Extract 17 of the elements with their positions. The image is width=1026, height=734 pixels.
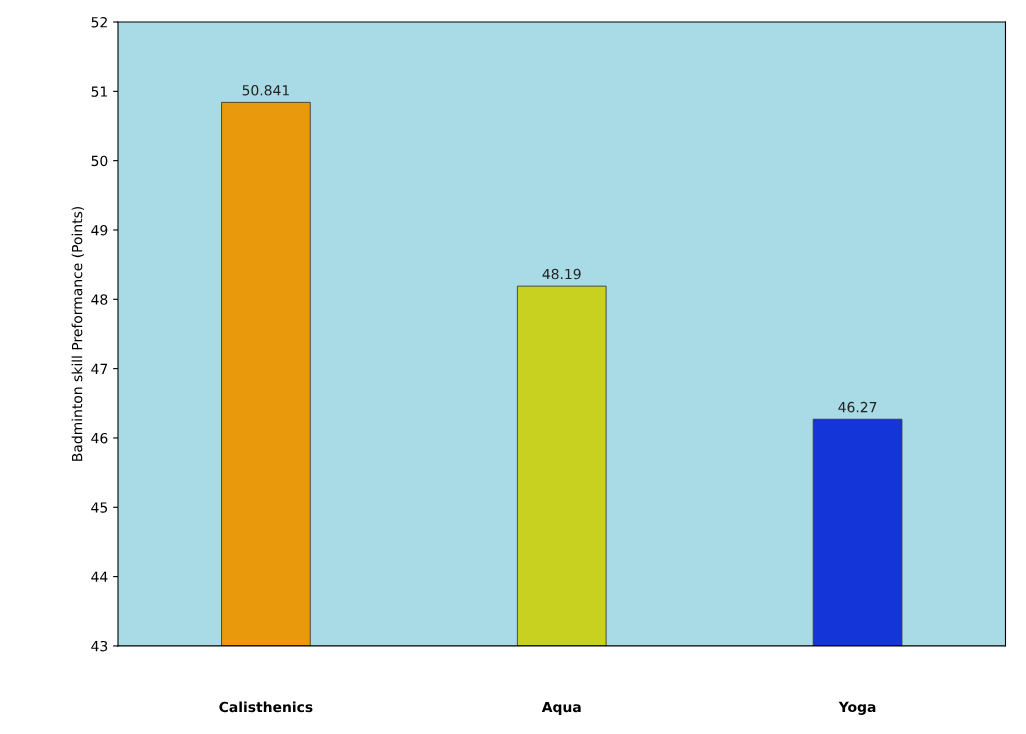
- y-tick-label: 51: [91, 86, 107, 97]
- y-tick-label: 49: [91, 224, 108, 236]
- y-tick-label: 46: [91, 432, 108, 444]
- y-axis-title: Badminton skill Preformance (Points): [71, 206, 84, 461]
- y-tick-label: 45: [91, 502, 108, 513]
- y-tick-label: 47: [91, 363, 108, 374]
- y-tick-label: 44: [91, 571, 108, 582]
- y-tick-label: 43: [91, 640, 108, 652]
- x-tick-label: Yoga: [838, 701, 876, 715]
- x-tick-label: Calisthenics: [219, 701, 313, 713]
- y-tick-label: 52: [91, 16, 107, 28]
- y-tick-label: 48: [91, 294, 108, 305]
- data-label: 46.27: [838, 401, 877, 413]
- x-tick-label: Aqua: [541, 701, 581, 715]
- data-label: 50.841: [242, 85, 289, 96]
- data-label: 48.19: [542, 268, 581, 280]
- y-tick-label: 50: [91, 155, 108, 167]
